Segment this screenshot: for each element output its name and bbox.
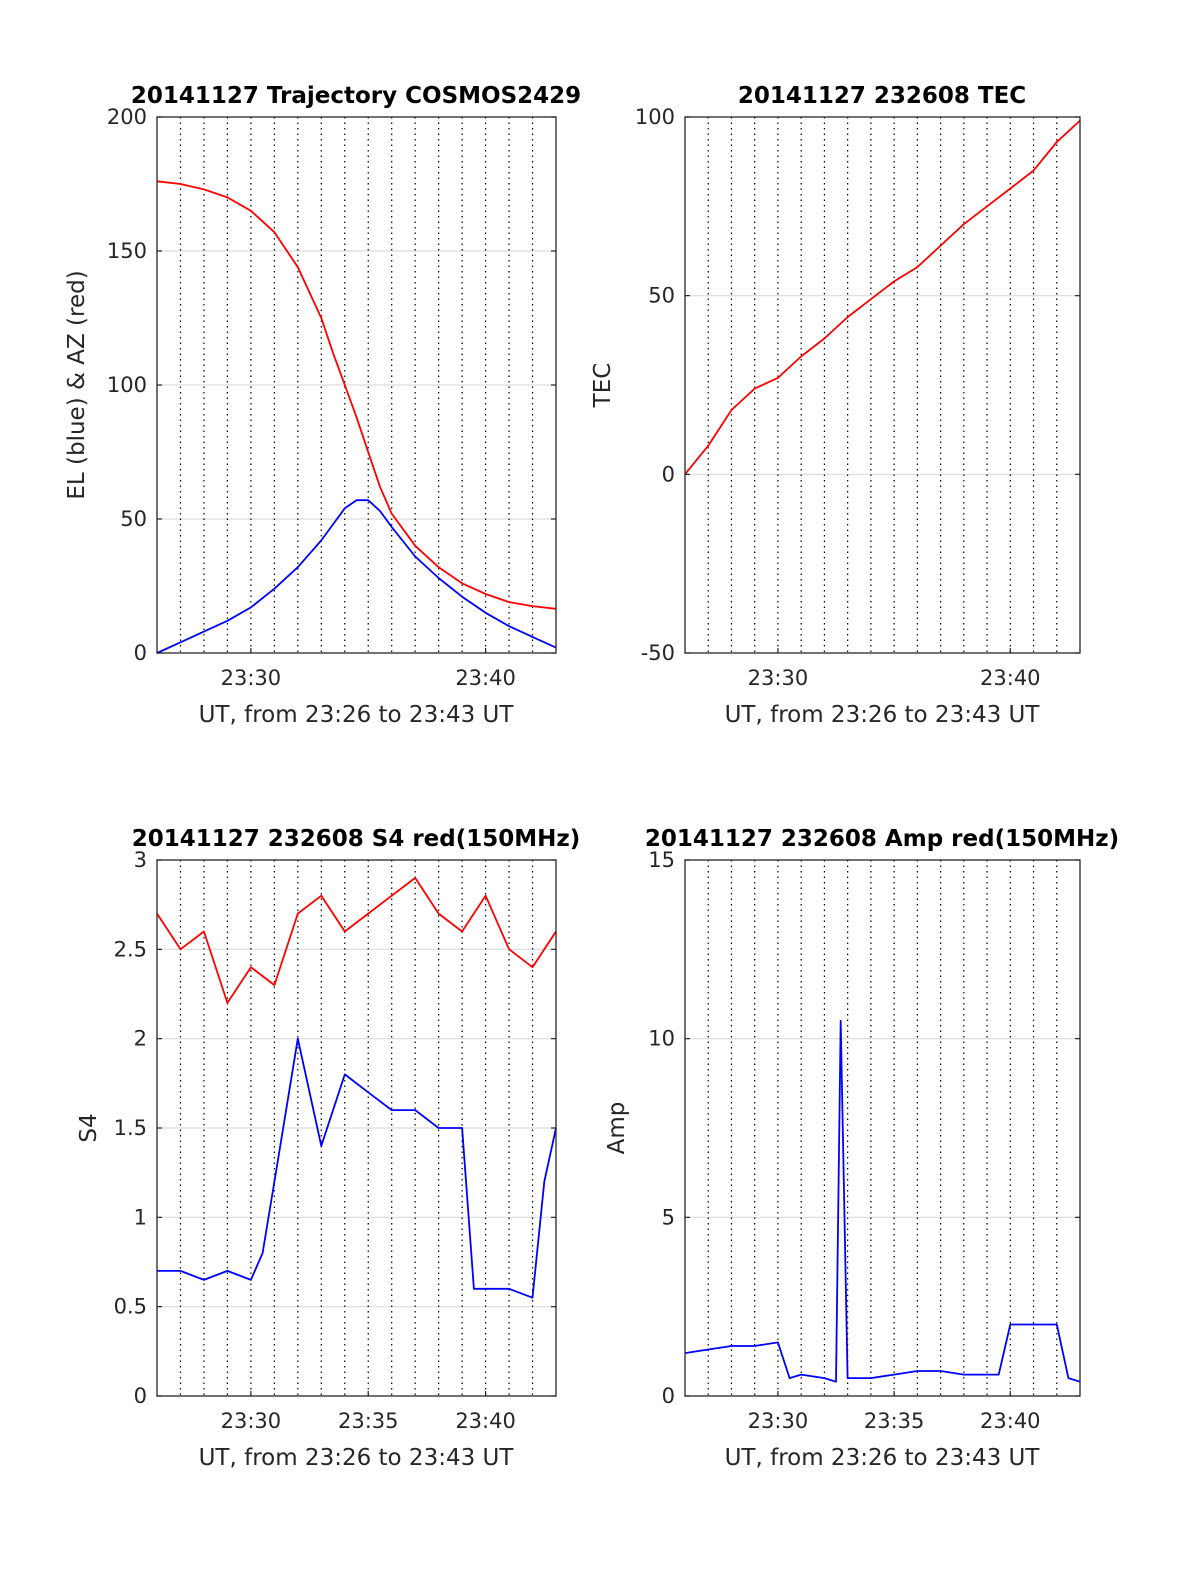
y-tick-label: 2 <box>134 1027 147 1051</box>
x-tick-label: 23:35 <box>338 1409 399 1433</box>
y-tick-label: 100 <box>107 373 147 397</box>
subplot-title: 20141127 232608 S4 red(150MHz) <box>132 826 581 852</box>
y-tick-label: 0 <box>662 462 675 486</box>
axes-box <box>684 116 1081 654</box>
y-axis-label: EL (blue) & AZ (red) <box>64 270 90 499</box>
y-tick-label: 15 <box>648 848 675 872</box>
y-tick-label: 50 <box>648 284 675 308</box>
subplot-title: 20141127 232608 TEC <box>738 83 1026 109</box>
y-tick-label: 5 <box>662 1205 675 1229</box>
y-tick-label: 200 <box>107 105 147 129</box>
x-axis-label: UT, from 23:26 to 23:43 UT <box>199 702 515 728</box>
x-axis-label: UT, from 23:26 to 23:43 UT <box>725 1445 1041 1471</box>
y-axis-label: Amp <box>604 1102 630 1155</box>
x-axis-label: UT, from 23:26 to 23:43 UT <box>199 1445 515 1471</box>
series-line-1 <box>157 1037 557 1299</box>
y-tick-label: 0.5 <box>114 1295 147 1319</box>
y-tick-label: -50 <box>641 641 675 665</box>
subplot-s4: 20141127 232608 S4 red(150MHz) UT, from … <box>76 826 580 1471</box>
series-line-0 <box>684 119 1081 475</box>
subplot-title: 20141127 232608 Amp red(150MHz) <box>645 826 1119 852</box>
y-tick-label: 150 <box>107 239 147 263</box>
x-tick-label: 23:40 <box>980 1409 1041 1433</box>
x-tick-label: 23:30 <box>221 1409 282 1433</box>
y-axis-label: S4 <box>76 1113 102 1142</box>
axes-box <box>684 859 1081 1397</box>
y-tick-label: 50 <box>120 507 147 531</box>
subplot-title: 20141127 Trajectory COSMOS2429 <box>131 83 581 109</box>
x-tick-label: 23:40 <box>455 1409 516 1433</box>
x-tick-label: 23:30 <box>748 666 809 690</box>
x-tick-label: 23:40 <box>455 666 516 690</box>
series-line-0 <box>156 180 557 610</box>
y-tick-label: 0 <box>134 1384 147 1408</box>
x-tick-label: 23:30 <box>221 666 282 690</box>
y-tick-label: 10 <box>648 1027 675 1051</box>
subplot-amp: 20141127 232608 Amp red(150MHz) UT, from… <box>604 826 1119 1471</box>
x-tick-label: 23:35 <box>864 1409 925 1433</box>
y-tick-label: 1.5 <box>114 1116 147 1140</box>
y-tick-label: 3 <box>134 848 147 872</box>
series-line-0 <box>684 1019 1081 1383</box>
y-tick-label: 1 <box>134 1205 147 1229</box>
y-axis-label: TEC <box>590 363 616 409</box>
subplot-trajectory: 20141127 Trajectory COSMOS2429 UT, from … <box>64 83 581 728</box>
y-tick-label: 2.5 <box>114 937 147 961</box>
subplot-tec: 20141127 232608 TEC UT, from 23:26 to 23… <box>590 83 1081 728</box>
y-tick-label: 0 <box>134 641 147 665</box>
series-line-0 <box>156 877 557 1004</box>
x-tick-label: 23:40 <box>980 666 1041 690</box>
y-tick-label: 100 <box>635 105 675 129</box>
x-tick-label: 23:30 <box>748 1409 809 1433</box>
x-axis-label: UT, from 23:26 to 23:43 UT <box>725 702 1041 728</box>
y-tick-label: 0 <box>662 1384 675 1408</box>
series-line-1 <box>156 499 557 654</box>
